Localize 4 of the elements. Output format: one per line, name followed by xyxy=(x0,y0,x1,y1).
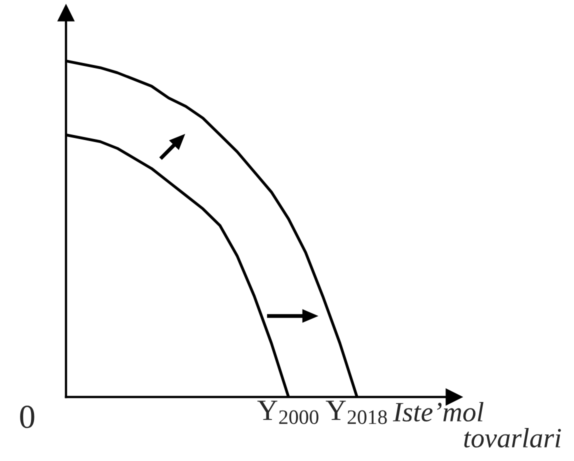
text: 0 xyxy=(20,406,34,428)
text: Y$_{2018}$ xyxy=(326,400,387,424)
text: Y$_{2000}$ xyxy=(257,400,318,424)
x-axis-title: Iste’mol tovarlari xyxy=(392,402,561,448)
